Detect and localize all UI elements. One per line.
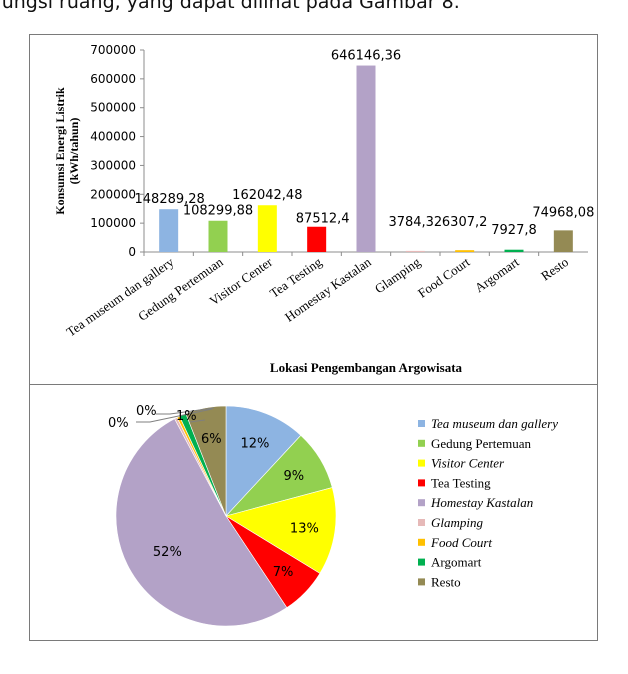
legend-swatch-5 [418,519,425,526]
y-tick-label: 0 [128,245,136,259]
bar-data-label: 162042,48 [232,188,302,203]
bar-3 [307,226,327,252]
legend-swatch-6 [418,538,425,546]
figure-divider [29,384,598,385]
bar-data-label: 148289,28 [135,192,205,207]
bar-1 [208,220,228,252]
legend-swatch-7 [418,558,425,566]
bar-data-label: 646146,36 [331,49,401,64]
legend-swatch-2 [418,459,425,467]
x-category-label: Gedung Pertemuan [135,254,226,324]
x-category-label: Resto [538,254,571,283]
pie-percent-label: 0% [136,404,157,419]
legend-label: Glamping [431,515,484,530]
x-category-label: Homestay Kastalan [282,254,374,325]
pie-percent-label: 13% [290,521,319,536]
pie-leader-line [136,408,213,423]
pie-slice-2 [225,487,337,574]
bar-0 [159,209,179,252]
y-tick-label: 200000 [90,187,136,201]
legend-swatch-4 [418,499,425,507]
legend-swatch-8 [418,578,425,586]
pie-percent-label: 6% [201,432,222,447]
legend-label: Tea museum dan gallery [431,416,558,431]
top-text-fragment: fungsi ruang, yang dapat dilihat pada Ga… [0,0,460,13]
legend-label: Resto [431,574,461,589]
x-category-label: Food Court [415,254,473,301]
bar-data-label: 6307,2 [442,215,488,230]
bar-6 [455,250,475,252]
bar-data-label: 7927,8 [491,223,537,238]
pie-percent-label: 7% [273,565,294,580]
pie-slice-0 [225,405,302,517]
y-tick-label: 700000 [90,43,136,57]
legend-label: Gedung Pertemuan [431,436,532,451]
pie-percent-label: 1% [176,409,197,424]
x-axis-title: Lokasi Pengembangan Argowisata [270,360,463,375]
bar-data-label: 3784,32 [388,215,442,230]
bar-data-label: 87512,4 [296,212,350,227]
pie-percent-label: 0% [108,416,129,431]
pie-percent-label: 52% [153,545,182,560]
y-tick-label: 400000 [90,130,136,144]
legend-label: Argomart [431,555,482,570]
y-axis-title-line2: (kWh/tahun) [67,118,81,185]
y-axis-title-line1: Konsumsi Energi Listrik [53,87,67,215]
figure-frame [29,34,598,641]
pie-leader-line [156,407,215,415]
bar-2 [257,205,277,252]
bar-7 [504,249,524,252]
pie-slice-4 [115,418,288,627]
bar-4 [356,65,376,252]
pie-slice-8 [185,405,227,517]
bar-data-label: 74968,08 [532,205,594,220]
legend-label: Visitor Center [431,456,505,471]
pie-percent-label: 12% [240,436,269,451]
legend-label: Food Court [430,535,492,550]
pie-leader-line [189,419,206,423]
legend-label: Tea Testing [431,475,491,490]
y-tick-label: 600000 [90,72,136,86]
y-tick-label: 100000 [90,216,136,230]
bar-8 [553,230,573,252]
y-tick-label: 500000 [90,101,136,115]
bar-chart: 0 100000 200000 300000 400000 500000 600000 700… [53,43,594,375]
legend-swatch-0 [418,420,425,427]
bar-5 [405,250,425,252]
legend-label: Homestay Kastalan [430,495,533,510]
legend-swatch-3 [418,479,425,487]
x-category-label: Argomart [472,254,522,295]
y-tick-label: 300000 [90,158,136,172]
legend-swatch-1 [418,439,425,447]
pie-percent-label: 9% [284,469,305,484]
bar-data-label: 108299,88 [183,204,253,219]
pie-chart: 12% 9% 13% 7% 52% 6% 0% 0% 1% Tea museum dan gall… [108,404,558,627]
